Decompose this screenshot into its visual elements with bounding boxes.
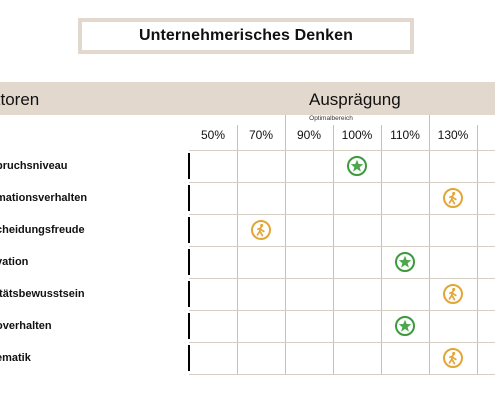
star-icon	[395, 316, 415, 336]
header-factors-label: ktoren	[0, 90, 40, 109]
row-axis-segment	[188, 249, 190, 275]
person-icon	[251, 220, 271, 240]
star-icon	[395, 252, 415, 272]
grid-row-divider	[189, 342, 495, 343]
header-expression-label: Ausprägung	[309, 90, 401, 109]
star-icon	[347, 156, 367, 176]
percent-column-header: 15	[477, 128, 495, 142]
factor-label: ltätsbewusstsein	[0, 288, 85, 300]
percent-column-header: 130%	[437, 128, 469, 142]
percent-column-header: 110%	[390, 128, 420, 142]
grid-row-divider	[189, 150, 495, 151]
grid-row-divider	[189, 246, 495, 247]
row-axis-segment	[188, 281, 190, 307]
grid-column-divider	[333, 125, 334, 374]
percent-column-header: 90%	[296, 128, 322, 142]
person-icon	[443, 348, 463, 368]
grid-column-divider	[429, 115, 430, 374]
factor-label: ematik	[0, 352, 31, 364]
grid-column-divider	[477, 125, 478, 374]
person-icon	[443, 284, 463, 304]
factor-label: mationsverhalten	[0, 192, 88, 204]
grid-column-divider	[381, 125, 382, 374]
grid-column-divider	[285, 115, 286, 374]
row-axis-segment	[188, 185, 190, 211]
title-box: Unternehmerisches Denken	[78, 18, 414, 54]
header-band	[0, 82, 495, 115]
page-title: Unternehmerisches Denken	[82, 22, 410, 50]
grid-row-divider	[189, 214, 495, 215]
grid-row-divider	[189, 182, 495, 183]
grid-column-divider	[237, 125, 238, 374]
factor-label: cheidungsfreude	[0, 224, 85, 236]
percent-column-header: 50%	[200, 128, 226, 142]
percent-column-header: 100%	[341, 128, 373, 142]
grid-row-divider	[189, 310, 495, 311]
grid-row-divider	[189, 278, 495, 279]
factor-label: vation	[0, 256, 29, 268]
person-icon	[443, 188, 463, 208]
row-axis-segment	[188, 345, 190, 371]
row-axis-segment	[188, 153, 190, 179]
row-axis-segment	[188, 313, 190, 339]
factor-label: bruchsniveau	[0, 160, 68, 172]
row-axis-segment	[188, 217, 190, 243]
optimal-range-label: Optimalbereich	[309, 115, 353, 122]
grid-row-divider	[189, 374, 495, 375]
factor-label: overhalten	[0, 320, 52, 332]
percent-column-header: 70%	[248, 128, 274, 142]
